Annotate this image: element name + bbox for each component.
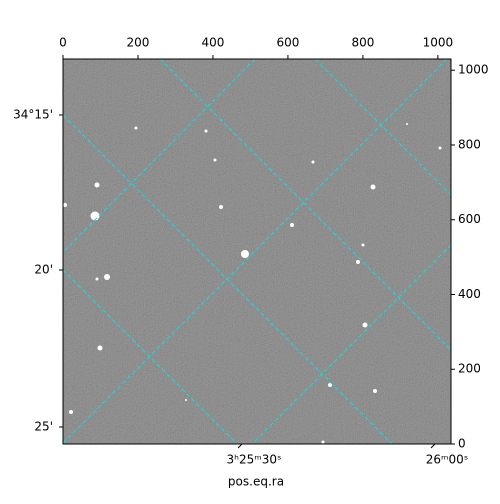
sky-image bbox=[62, 58, 452, 445]
y-tick-label: 200 bbox=[458, 362, 481, 376]
dec-tick-label: 25' bbox=[34, 420, 53, 434]
y-tick-label: 1000 bbox=[458, 63, 489, 77]
x-tick-label: 1000 bbox=[423, 36, 454, 50]
y-tick-label: 0 bbox=[458, 437, 466, 451]
y-tick-label: 400 bbox=[458, 287, 481, 301]
coordinate-grid bbox=[63, 59, 451, 444]
y-tick-label: 600 bbox=[458, 212, 481, 226]
ra-tick bbox=[237, 443, 243, 449]
ra-tick-label: 26ᵐ00ˢ bbox=[426, 453, 469, 467]
x-tick-label: 800 bbox=[351, 36, 374, 50]
ra-tick bbox=[430, 443, 436, 449]
x-tick-label: 0 bbox=[59, 36, 67, 50]
x-axis-label: pos.eq.ra bbox=[228, 475, 284, 489]
y-tick-label: 800 bbox=[458, 137, 481, 151]
x-tick-label: 400 bbox=[201, 36, 224, 50]
x-tick-label: 200 bbox=[127, 36, 150, 50]
dec-tick-label: 20' bbox=[34, 263, 53, 277]
dec-tick-label: 34°15' bbox=[13, 108, 53, 122]
ra-tick-label: 3ʰ25ᵐ30ˢ bbox=[227, 453, 282, 467]
x-tick-label: 600 bbox=[276, 36, 299, 50]
